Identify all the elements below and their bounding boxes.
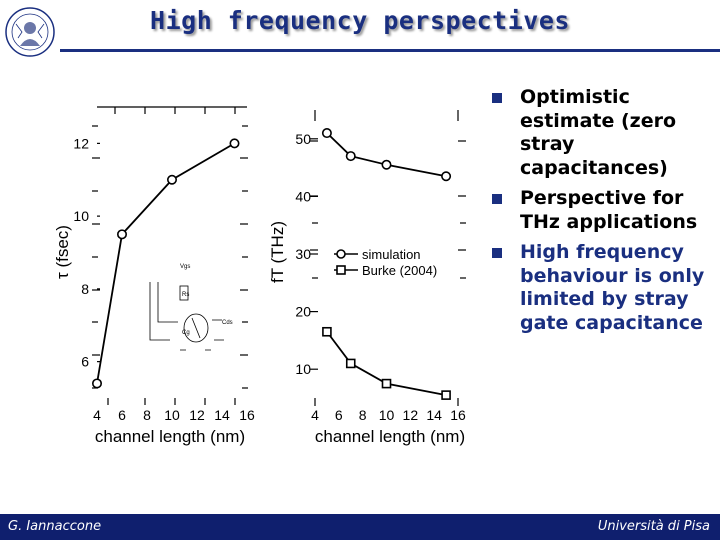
x-tick-label: 16 xyxy=(450,407,466,423)
y-axis-label: fT (THz) xyxy=(268,221,287,283)
bullet-text: Perspective for THz applications xyxy=(520,187,698,233)
series-line xyxy=(326,132,447,178)
x-tick-label: 8 xyxy=(359,407,367,423)
x-tick-label: 4 xyxy=(93,407,101,423)
bullet-text: Optimistic estimate (zero stray capacita… xyxy=(520,86,677,179)
page-title: High frequency perspectives xyxy=(150,6,570,35)
data-point-circle xyxy=(321,128,332,139)
svg-text:Cds: Cds xyxy=(222,320,233,326)
data-point-circle xyxy=(167,174,178,185)
svg-text:Vgs: Vgs xyxy=(180,264,190,270)
legend-burke-marker xyxy=(336,265,346,275)
data-point-square xyxy=(322,326,332,337)
data-point-circle xyxy=(345,151,356,162)
data-point-square xyxy=(345,358,356,369)
x-axis-label: channel length (nm) xyxy=(315,427,465,446)
x-tick-label: 10 xyxy=(379,407,395,423)
y-tick-label: 8 xyxy=(81,281,89,297)
university-seal-logo xyxy=(5,7,55,57)
x-tick-label: 16 xyxy=(239,407,255,423)
x-tick-label: 14 xyxy=(214,407,230,423)
data-point-circle xyxy=(92,378,103,389)
y-tick-label: 10 xyxy=(295,361,311,377)
x-tick-label: 6 xyxy=(118,407,126,423)
data-point-circle xyxy=(229,138,240,149)
footer-institution: Università di Pisa xyxy=(597,519,710,534)
y-tick-label: 20 xyxy=(295,304,311,320)
x-tick-label: 8 xyxy=(143,407,151,423)
legend-burke-label: Burke (2004) xyxy=(362,263,437,278)
y-tick-label: 30 xyxy=(295,246,311,262)
svg-text:Cg: Cg xyxy=(182,330,190,336)
bullet-item: High frequency behaviour is only limited… xyxy=(490,241,720,335)
bullet-square-icon xyxy=(492,93,502,103)
x-tick-label: 6 xyxy=(335,407,343,423)
data-point-circle xyxy=(117,229,128,240)
x-tick-label: 12 xyxy=(189,407,205,423)
circuit-inset: Vgs Cds Rs Cg xyxy=(149,264,233,351)
left-plot-frame xyxy=(92,106,248,405)
y-axis-label: τ (fsec) xyxy=(53,225,72,279)
legend: simulation Burke (2004) xyxy=(334,247,437,278)
series-line xyxy=(96,142,235,384)
series-line xyxy=(326,331,447,397)
bullet-text: High frequency behaviour is only limited… xyxy=(520,241,705,334)
data-point-square xyxy=(381,378,392,389)
bullet-square-icon xyxy=(492,194,502,204)
svg-text:Rs: Rs xyxy=(182,292,189,298)
legend-simulation-marker xyxy=(336,249,346,259)
bullet-item: Optimistic estimate (zero stray capacita… xyxy=(490,86,720,180)
y-tick-label: 6 xyxy=(81,354,89,370)
x-tick-label: 10 xyxy=(164,407,180,423)
footer-bar: G. Iannaccone Università di Pisa xyxy=(0,514,720,540)
title-divider xyxy=(60,49,720,52)
x-tick-label: 12 xyxy=(403,407,419,423)
data-point-circle xyxy=(441,171,452,182)
y-tick-label: 12 xyxy=(73,135,89,151)
data-point-square xyxy=(441,390,451,400)
legend-simulation-label: simulation xyxy=(362,247,421,262)
bullet-item: Perspective for THz applications xyxy=(490,187,720,234)
x-tick-label: 14 xyxy=(426,407,442,423)
bullet-list: Optimistic estimate (zero stray capacita… xyxy=(490,86,720,342)
data-point-circle xyxy=(381,159,392,170)
y-tick-label: 10 xyxy=(73,208,89,224)
y-tick-label: 40 xyxy=(295,188,311,204)
x-tick-label: 4 xyxy=(311,407,319,423)
x-axis-label: channel length (nm) xyxy=(95,427,245,446)
footer-author: G. Iannaccone xyxy=(8,519,102,534)
y-tick-label: 50 xyxy=(295,131,311,147)
bullet-square-icon xyxy=(492,248,502,258)
